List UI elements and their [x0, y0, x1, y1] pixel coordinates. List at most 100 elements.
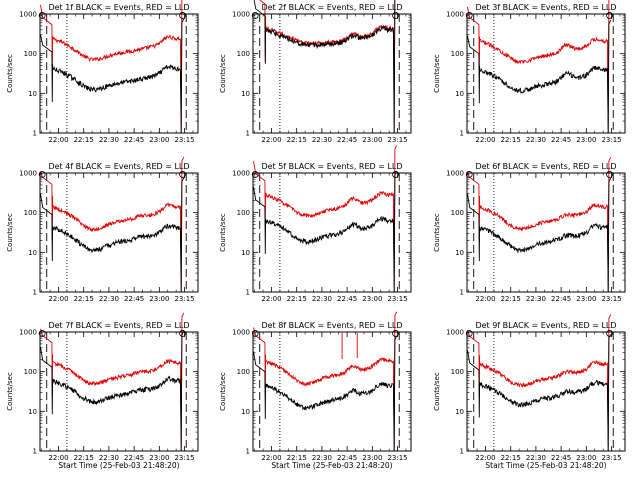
y-axis-label: Counts/sec	[219, 213, 227, 252]
y-tick-label: 100	[24, 209, 37, 217]
x-tick-label: 22:15	[74, 295, 94, 303]
x-tick-label: 22:45	[124, 295, 144, 303]
panel-title: Det 9f BLACK = Events, RED = LLD	[475, 321, 616, 330]
x-tick-label: 23:15	[387, 136, 407, 144]
x-tick-label: 23:00	[362, 454, 382, 462]
y-tick-label: 1000	[232, 170, 250, 178]
y-tick-label: 100	[451, 368, 464, 376]
chart-panel-5: Det 5f BLACK = Events, RED = LLD Counts/s…	[219, 145, 412, 303]
events-series-line	[40, 18, 185, 134]
x-tick-label: 22:30	[99, 295, 119, 303]
y-tick-label: 10	[28, 249, 37, 257]
panel-title: Det 1f BLACK = Events, RED = LLD	[48, 3, 189, 12]
x-tick-label: 22:45	[551, 454, 571, 462]
saturation-marker	[465, 330, 473, 337]
saturation-marker	[606, 171, 613, 178]
saturation-marker	[38, 330, 46, 337]
y-tick-label: 1	[33, 448, 37, 456]
lld-series-line	[40, 0, 183, 134]
x-tick-label: 23:15	[174, 454, 194, 462]
plot-frame	[252, 331, 412, 452]
saturation-marker	[251, 171, 259, 178]
x-tick-label: 22:00	[48, 454, 68, 462]
x-tick-label: 23:15	[601, 454, 621, 462]
x-tick-label: 22:00	[261, 136, 281, 144]
y-axis-label: Counts/sec	[6, 54, 14, 93]
saturation-marker	[179, 171, 186, 178]
x-tick-label: 22:00	[475, 295, 495, 303]
x-tick-label: 22:30	[99, 454, 119, 462]
saturation-marker	[606, 12, 613, 19]
x-tick-label: 23:00	[149, 136, 169, 144]
y-tick-label: 1	[246, 448, 250, 456]
lld-series-line	[253, 311, 398, 452]
y-axis-label: Counts/sec	[6, 372, 14, 411]
x-tick-label: 22:30	[99, 136, 119, 144]
x-tick-label: 22:15	[501, 295, 521, 303]
y-tick-label: 1	[33, 289, 37, 297]
events-series-line	[253, 170, 398, 293]
y-tick-label: 1	[33, 130, 37, 138]
lld-series-line	[40, 157, 185, 293]
y-tick-label: 10	[455, 90, 464, 98]
events-series-line	[253, 0, 396, 134]
x-tick-label: 22:00	[261, 454, 281, 462]
lld-series-line	[40, 312, 185, 452]
chart-panel-6: Det 6f BLACK = Events, RED = LLD Counts/s…	[433, 157, 626, 303]
x-tick-label: 23:15	[387, 295, 407, 303]
panel-title: Det 8f BLACK = Events, RED = LLD	[261, 321, 402, 330]
x-tick-label: 23:15	[387, 454, 407, 462]
chart-panel-8: Det 8f BLACK = Events, RED = LLD Counts/s…	[219, 311, 412, 470]
lld-series-line	[467, 157, 612, 293]
saturation-marker	[179, 12, 186, 19]
x-tick-label: 22:45	[337, 454, 357, 462]
y-axis-label: Counts/sec	[219, 54, 227, 93]
saturation-marker	[251, 330, 259, 337]
lld-series-line	[253, 145, 398, 293]
saturation-marker	[251, 12, 259, 19]
events-series-line	[467, 19, 612, 134]
panel-title: Det 4f BLACK = Events, RED = LLD	[48, 162, 189, 171]
x-tick-label: 22:45	[337, 136, 357, 144]
x-tick-label: 22:15	[287, 454, 307, 462]
x-tick-label: 22:00	[261, 295, 281, 303]
saturation-marker	[465, 12, 473, 19]
x-tick-label: 22:45	[124, 454, 144, 462]
y-axis-label: Counts/sec	[433, 372, 441, 411]
x-tick-label: 23:15	[174, 136, 194, 144]
y-tick-label: 100	[237, 209, 250, 217]
chart-panel-2: Det 2f BLACK = Events, RED = LLD Counts/s…	[219, 0, 412, 144]
y-tick-label: 1000	[19, 11, 37, 19]
x-tick-label: 22:15	[74, 454, 94, 462]
saturation-marker	[38, 12, 46, 19]
x-axis-label: Start Time (25-Feb-03 21:48:20)	[58, 461, 179, 470]
events-series-line	[467, 177, 612, 293]
chart-panel-3: Det 3f BLACK = Events, RED = LLD Counts/s…	[433, 0, 626, 144]
y-axis-label: Counts/sec	[433, 54, 441, 93]
x-tick-label: 22:15	[74, 136, 94, 144]
lld-series-line	[467, 0, 610, 134]
x-tick-label: 22:45	[124, 136, 144, 144]
plot-frame	[466, 172, 626, 293]
y-tick-label: 1000	[19, 170, 37, 178]
y-tick-label: 1	[460, 448, 464, 456]
y-tick-label: 1	[460, 130, 464, 138]
y-tick-label: 100	[24, 50, 37, 58]
chart-panel-7: Det 7f BLACK = Events, RED = LLD Counts/s…	[6, 312, 199, 470]
plot-frame	[39, 13, 199, 134]
events-series-line	[40, 177, 185, 293]
x-tick-label: 22:15	[501, 454, 521, 462]
x-tick-label: 22:45	[551, 136, 571, 144]
y-tick-label: 1	[246, 289, 250, 297]
x-tick-label: 22:00	[48, 136, 68, 144]
saturation-marker	[392, 12, 399, 19]
x-tick-label: 22:15	[287, 136, 307, 144]
x-tick-label: 22:30	[526, 136, 546, 144]
y-tick-label: 10	[241, 408, 250, 416]
x-tick-label: 23:00	[576, 454, 596, 462]
y-axis-label: Counts/sec	[219, 372, 227, 411]
y-tick-label: 1000	[232, 329, 250, 337]
y-tick-label: 1000	[446, 11, 464, 19]
y-tick-label: 1000	[446, 329, 464, 337]
